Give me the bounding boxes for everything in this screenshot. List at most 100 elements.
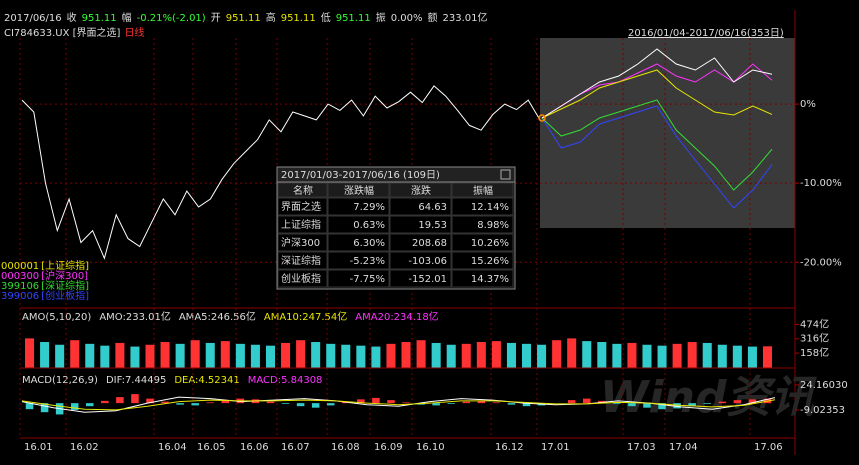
volume-bar [145,344,155,368]
legend-name: [上证综指] [41,259,89,272]
text-segment: 幅 [122,11,132,24]
table-cell [389,269,452,288]
x-tick-label: 16.05 [197,442,226,453]
x-tick-label: 16.01 [24,442,53,453]
legend-entry: 000001 [上证综指] [1,259,89,272]
macd-bar [326,403,335,406]
macd-bar [296,403,305,407]
volume-bar [311,342,321,368]
volume-bar [582,341,592,368]
volume-bar [100,345,110,368]
text-segment: -0.21%(-2.01) [137,13,206,24]
macd-bar [311,403,320,408]
text-row: 2017/06/16 收 951.11 幅 -0.21%(-2.01) 开 951.11 高 9… [4,11,487,24]
table-cell-text: 沪深300 [281,236,320,249]
volume-bar [235,343,245,368]
y-tick-label: 474亿 [800,317,829,330]
macd-bar [567,400,576,404]
volume-bar [190,340,200,368]
close-button[interactable] [500,169,511,180]
volume-bar [567,338,577,368]
volume-bar [55,344,65,368]
legend-code: 000300 [1,271,39,282]
volume-bar [175,343,185,368]
macd-bar [447,403,455,404]
macd-bar [628,403,636,407]
text-segment: 951.11 [336,13,371,24]
text-segment: 2017/06/16 [4,13,62,24]
x-tick-label: 16.10 [416,442,445,453]
volume-bar [416,340,426,368]
macd-bar [357,399,365,404]
volume-bar [717,344,727,368]
macd-bar [70,403,79,410]
table-cell [277,197,328,216]
volume-bar [40,342,50,368]
volume-bar [552,340,562,368]
legend-code: 399106 [1,281,39,292]
volume-bar [446,344,456,368]
table-header: 振幅 [473,184,493,197]
volume-bar [506,342,516,368]
macd-bar [116,397,124,404]
volume-bar [386,343,396,368]
table-cell [277,251,328,270]
volume-bar [627,342,637,368]
table-cell-text: 6.30% [353,238,385,249]
volume-bar [85,343,95,368]
text-segment: DEA:4.52341 [174,375,239,386]
legend-entry: 399006 [创业板指] [1,289,89,302]
x-tick-label: 16.06 [240,442,269,453]
volume-bar [431,342,441,368]
table-cell-text: 创业板指 [281,272,321,285]
text-segment: 951.11 [226,13,261,24]
macd-bar [161,401,169,404]
text-segment: 日线 [124,26,144,39]
x-tick-label: 16.04 [158,442,187,453]
table-cell-text: 8.98% [477,220,509,231]
macd-bar [206,402,215,404]
table-cell-text: 14.37% [471,274,509,285]
range-label[interactable]: 2016/01/04-2017/06/16(353日) [628,28,784,39]
legend-name: [深证综指] [41,279,89,292]
table-cell [327,269,390,288]
table-header-cell [451,182,514,198]
volume-bar [130,346,140,368]
text-segment: 开 [211,13,221,24]
table-cell-text: 界面之选 [281,200,321,213]
series-line [541,48,773,119]
text-segment: MACD:5.84308 [248,375,323,386]
volume-bar [250,344,260,368]
volume-bar [160,342,170,368]
volume-bar [537,344,547,368]
table-cell [327,251,390,270]
text-segment: AMO(5,10,20) [22,312,91,323]
legend-entry: 399106 [深证综指] [1,279,89,292]
volume-bar [220,341,230,368]
text-segment: MACD(12,26,9) [22,375,98,386]
y-tick-label: -9.02353 [800,405,845,416]
macd-bar [101,400,109,404]
text-row: AMO(5,10,20) AMO:233.01亿 AMA5:246.56亿 AMA10… [22,310,439,323]
text-segment: 233.01亿 [442,11,487,24]
table-title-bar [276,166,516,183]
macd-bar [522,403,531,407]
macd-bar [492,402,501,404]
table-cell [389,251,452,270]
table-cell [277,269,328,288]
text-segment: 收 [67,11,77,24]
table-cell [451,251,514,270]
table-cell [451,269,514,288]
volume-bar [326,343,336,368]
table-cell [389,215,452,234]
volume-bar [521,343,532,368]
macd-bar [658,403,666,410]
volume-bar [642,344,652,368]
table-cell-text: 208.68 [412,238,447,249]
text-segment: 额 [427,11,437,24]
macd-bar [402,402,410,404]
macd-bar [673,403,681,409]
volume-bar [657,345,667,368]
macd-bar [462,401,471,404]
